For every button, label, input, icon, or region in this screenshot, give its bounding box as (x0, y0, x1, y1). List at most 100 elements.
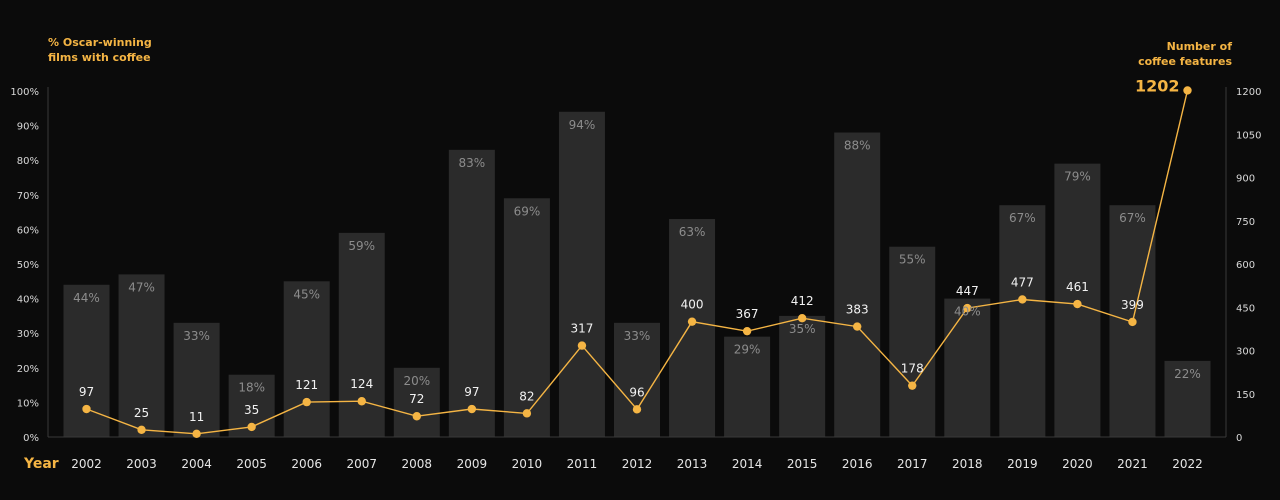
left-tick-label: 50% (17, 260, 39, 271)
year-label-2003: 2003 (126, 457, 157, 471)
count-label-2005: 35 (244, 403, 259, 417)
percent-label-2002: 44% (73, 291, 100, 305)
bar-2002 (63, 284, 110, 437)
bar-2018 (944, 298, 991, 437)
percent-label-2004: 33% (183, 329, 210, 343)
point-2015 (797, 314, 807, 323)
point-2006 (302, 397, 311, 407)
point-2013 (687, 317, 697, 326)
right-tick-label: 600 (1236, 260, 1255, 271)
point-2022 (1183, 86, 1192, 95)
year-label-2016: 2016 (842, 457, 873, 471)
count-label-2006: 121 (295, 378, 318, 392)
point-2005 (247, 422, 256, 432)
count-label-2021: 399 (1121, 298, 1144, 312)
point-2017 (908, 381, 917, 390)
point-2008 (412, 412, 421, 421)
right-axis-title: Number of coffee features (1138, 39, 1232, 69)
year-label-2002: 2002 (71, 457, 102, 471)
bar-2008 (393, 367, 440, 437)
bar-2013 (669, 219, 716, 437)
year-label-2008: 2008 (402, 457, 433, 471)
year-label-2018: 2018 (952, 457, 983, 471)
count-label-2012: 96 (629, 385, 644, 399)
point-2002 (82, 404, 91, 414)
count-label-2016: 383 (846, 303, 869, 317)
percent-label-2005: 18% (238, 381, 265, 395)
bar-2019 (999, 205, 1046, 437)
left-tick-label: 30% (17, 329, 39, 340)
point-2012 (632, 405, 642, 414)
bar-2007 (338, 232, 385, 437)
bar-2015 (779, 315, 826, 437)
point-2014 (742, 326, 752, 336)
percent-label-2006: 45% (293, 287, 320, 301)
point-2011 (577, 341, 587, 350)
year-label-2015: 2015 (787, 457, 818, 471)
year-label-2014: 2014 (732, 457, 763, 471)
percent-label-2016: 88% (844, 139, 871, 153)
year-label-2010: 2010 (512, 457, 543, 471)
left-tick-label: 100% (10, 87, 39, 98)
percent-label-2021: 67% (1119, 211, 1146, 225)
percent-label-2011: 94% (569, 118, 596, 132)
count-label-2011: 317 (570, 322, 593, 336)
count-label-2014: 367 (736, 307, 759, 321)
right-tick-label: 900 (1236, 174, 1255, 185)
left-tick-label: 60% (17, 225, 39, 236)
percent-label-2019: 67% (1009, 211, 1036, 225)
right-tick-label: 150 (1236, 390, 1255, 401)
left-tick-label: 40% (17, 295, 39, 306)
left-axis-title: % Oscar-winning films with coffee (48, 35, 152, 65)
labels: 44% 47% 33% 18% 45% 59% 20% 83% 69% 94% 33% 63% 29% 3… (73, 76, 1201, 423)
count-label-2022: 1202 (1135, 76, 1180, 95)
left-tick-label: 20% (17, 364, 39, 375)
count-label-2009: 97 (464, 385, 479, 399)
bar-2022 (1164, 360, 1211, 437)
percent-label-2020: 79% (1064, 170, 1091, 184)
axes: 0% 10% 20% 30% 40% 50% 60% 70% 80% 90% 100% 0 150 300… (10, 87, 1261, 472)
percent-label-2017: 55% (899, 253, 926, 267)
right-tick-label: 300 (1236, 347, 1255, 358)
line-series (82, 86, 1192, 439)
right-tick-label: 750 (1236, 217, 1255, 228)
x-axis-title: Year (23, 456, 59, 472)
right-axis-title-line-1: Number of (1166, 40, 1232, 53)
year-label-2021: 2021 (1117, 457, 1148, 471)
count-label-2013: 400 (681, 298, 704, 312)
point-2020 (1073, 299, 1082, 309)
point-2010 (522, 409, 532, 418)
percent-label-2008: 20% (403, 374, 430, 388)
bar-2003 (118, 274, 165, 437)
bar-2014 (724, 336, 771, 437)
right-tick-label: 1050 (1236, 130, 1261, 141)
right-tick-label: 0 (1236, 433, 1242, 444)
percent-label-2018: 40% (954, 305, 981, 319)
left-axis-title-line-1: % Oscar-winning (48, 36, 152, 49)
bar-series (63, 111, 1211, 437)
left-tick-label: 10% (17, 398, 39, 409)
count-label-2019: 477 (1011, 275, 1034, 289)
percent-label-2014: 29% (734, 343, 761, 357)
year-label-2013: 2013 (677, 457, 708, 471)
bar-2010 (503, 198, 550, 437)
percent-label-2012: 33% (624, 329, 651, 343)
left-tick-label: 80% (17, 156, 39, 167)
bar-2017 (889, 246, 936, 437)
count-label-2015: 412 (791, 294, 814, 308)
year-label-2006: 2006 (291, 457, 322, 471)
point-2009 (467, 404, 477, 414)
point-2019 (1018, 295, 1027, 304)
count-label-2010: 82 (519, 389, 534, 403)
left-axis-title-line-2: films with coffee (48, 51, 151, 64)
year-label-2017: 2017 (897, 457, 928, 471)
percent-label-2013: 63% (679, 225, 706, 239)
percent-label-2009: 83% (459, 156, 486, 170)
point-2021 (1128, 317, 1137, 327)
count-label-2008: 72 (409, 392, 424, 406)
count-label-2017: 178 (901, 362, 924, 376)
count-label-2018: 447 (956, 284, 979, 298)
right-tick-label: 450 (1236, 303, 1255, 314)
bar-2016 (834, 132, 881, 437)
